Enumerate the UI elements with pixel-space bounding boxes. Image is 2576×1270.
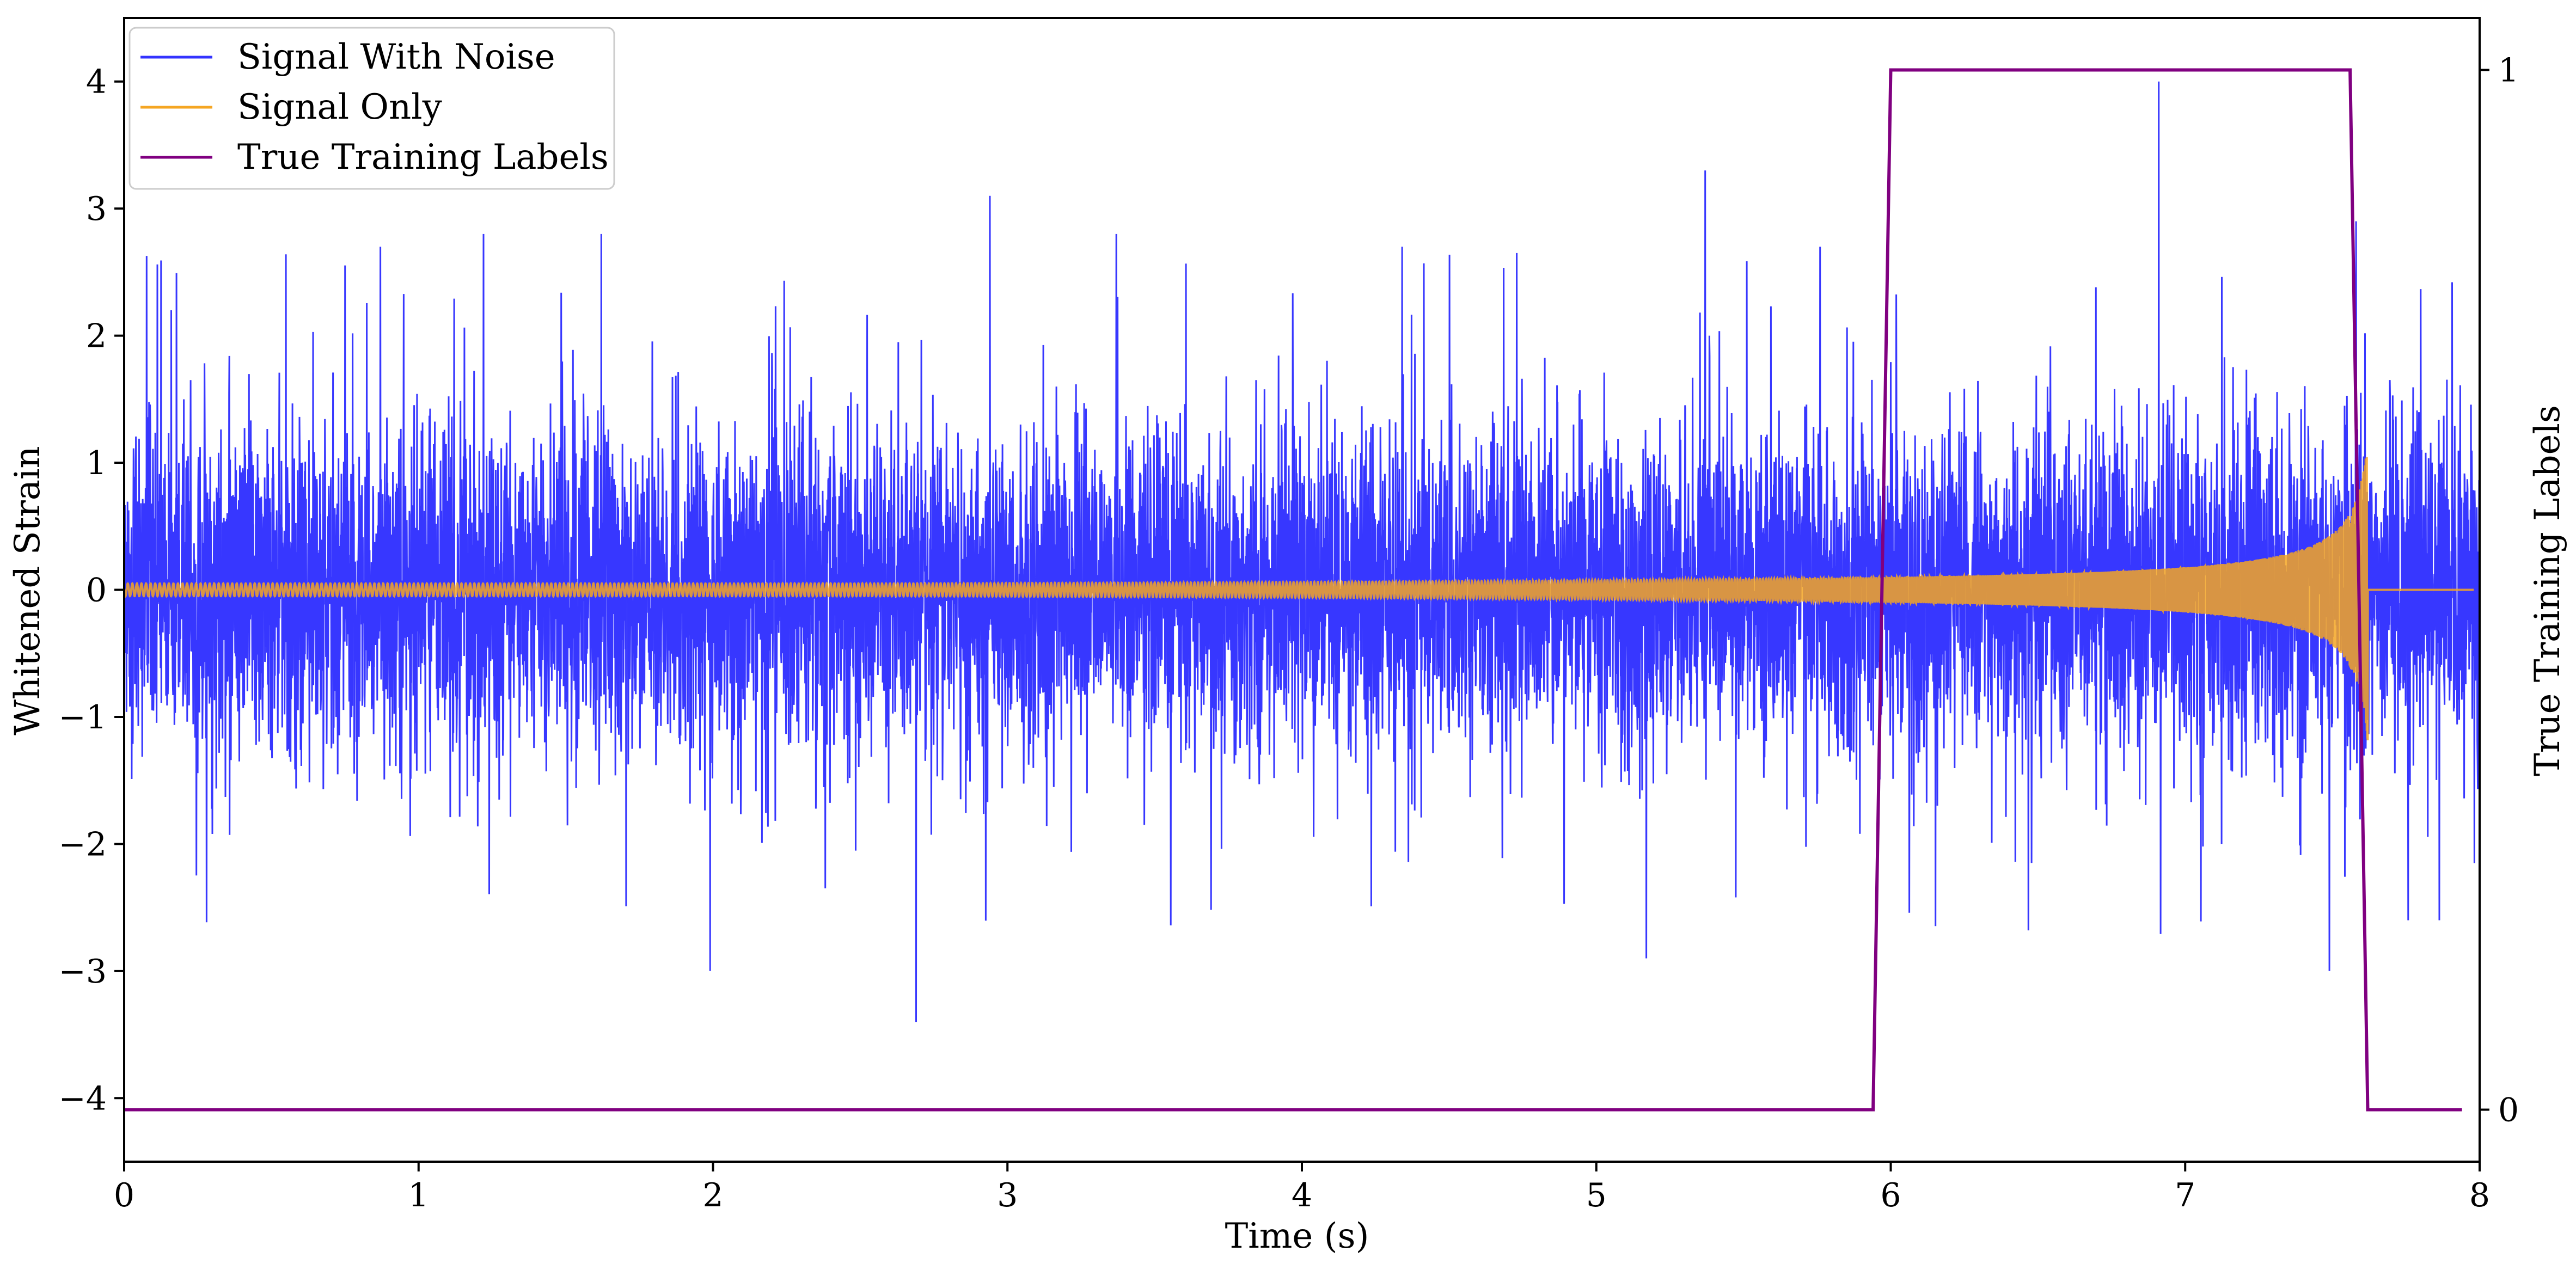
y-tick-label: 0	[86, 572, 107, 610]
x-tick-label: 3	[997, 1176, 1018, 1214]
x-axis: 0 1 2 3 4 5 6 7 8	[114, 1162, 2490, 1214]
legend-label-true-training-labels: True Training Labels	[237, 137, 609, 177]
y-tick-label: −2	[59, 825, 107, 863]
legend-label-signal-with-noise: Signal With Noise	[237, 37, 555, 77]
legend-box	[129, 27, 615, 190]
y-tick-label: 4	[86, 63, 107, 101]
signal-with-noise-line	[124, 81, 2480, 1022]
y2-tick-label: 0	[2498, 1091, 2519, 1130]
legend: Signal With Noise Signal Only True Train…	[129, 27, 615, 190]
y2-tick-label: 1	[2498, 52, 2519, 90]
y-tick-label: −4	[59, 1079, 107, 1118]
true-training-labels-line	[124, 68, 2462, 1112]
y-tick-label: −3	[59, 953, 107, 991]
x-tick-label: 7	[2175, 1176, 2195, 1214]
y-axis-left: −4 −3 −2 −1 0 1 2 3 4	[59, 63, 124, 1118]
x-tick-label: 6	[1880, 1176, 1901, 1214]
x-tick-label: 2	[702, 1176, 723, 1214]
legend-label-signal-only: Signal Only	[237, 87, 442, 127]
x-tick-label: 8	[2469, 1176, 2490, 1214]
x-tick-label: 1	[408, 1176, 429, 1214]
y-tick-label: 3	[86, 190, 107, 228]
x-tick-label: 4	[1292, 1176, 1312, 1214]
y-tick-label: 2	[86, 317, 107, 355]
x-tick-label: 0	[114, 1176, 134, 1214]
y-axis-right: 01	[2480, 52, 2519, 1130]
y-axis-title: Whitened Strain	[8, 446, 48, 735]
y-tick-label: −1	[59, 698, 107, 737]
y-tick-label: 1	[86, 444, 107, 482]
signal-only-line	[124, 457, 2474, 741]
x-tick-label: 5	[1586, 1176, 1607, 1214]
x-axis-title: Time (s)	[1225, 1216, 1369, 1256]
y2-axis-title: True Training Labels	[2528, 405, 2568, 776]
plot-area	[124, 68, 2480, 1112]
